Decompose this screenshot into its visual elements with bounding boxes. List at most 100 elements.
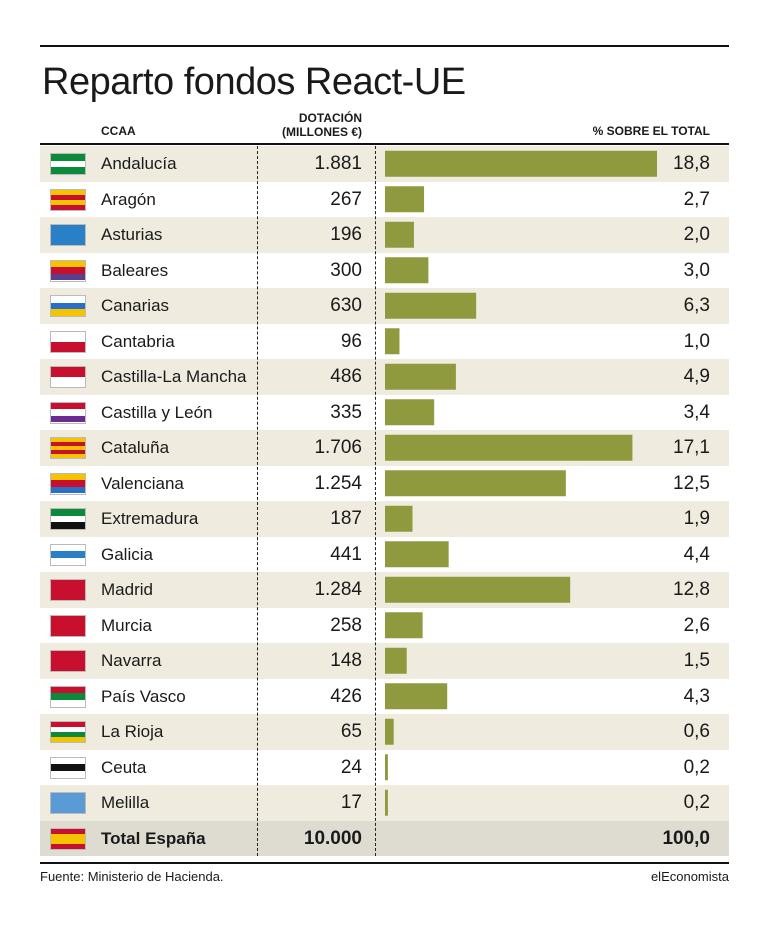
pct-label: 3,0	[683, 259, 710, 281]
header-dotacion-line1: DOTACIÓN	[298, 111, 362, 125]
header-pct: % SOBRE EL TOTAL	[592, 124, 710, 138]
flag-icon	[50, 543, 86, 566]
flag-icon	[50, 224, 86, 246]
table-row: Castilla y León 335 3,4	[40, 395, 729, 431]
pct-label: 4,9	[683, 366, 710, 387]
region-name: Andalucía	[101, 154, 177, 173]
flag-icon	[50, 614, 86, 637]
table-row: Cataluña 1.706 17,1	[40, 430, 729, 466]
dotacion-value: 258	[330, 614, 362, 636]
dotacion-value: 1.284	[314, 579, 362, 600]
total-row: Total España 10.000 100,0	[40, 820, 729, 856]
region-name: Cantabria	[101, 331, 175, 351]
table-row: Valenciana 1.254 12,5	[40, 466, 729, 502]
dotacion-value: 65	[340, 721, 362, 742]
table-row: Navarra 148 1,5	[40, 643, 729, 679]
pct-label: 4,4	[683, 543, 710, 565]
flag-icon	[50, 721, 86, 743]
dotacion-value: 1.881	[314, 153, 362, 174]
pct-label: 2,0	[683, 224, 710, 245]
flag-icon	[50, 295, 86, 317]
table-row: Melilla 17 0,2	[40, 785, 729, 821]
region-name: Total España	[101, 828, 206, 848]
table-row: Ceuta 24 0,2	[40, 750, 729, 786]
region-name: País Vasco	[101, 686, 186, 706]
table-row: Murcia 258 2,6	[40, 608, 729, 644]
region-name: Murcia	[101, 615, 153, 635]
flag-icon	[50, 259, 86, 282]
dotacion-value: 300	[330, 259, 362, 281]
region-name: Castilla-La Mancha	[101, 367, 247, 386]
region-name: Castilla y León	[101, 402, 213, 422]
flag-icon	[50, 472, 86, 495]
flag-icon	[50, 437, 86, 459]
region-name: Aragón	[101, 189, 156, 209]
table-row: Castilla-La Mancha 486 4,9	[40, 359, 729, 395]
dotacion-value: 1.254	[314, 472, 362, 494]
region-name: Valenciana	[101, 473, 184, 493]
flag-icon	[50, 153, 86, 175]
flag-icon	[50, 579, 86, 601]
dotacion-value: 187	[330, 508, 362, 529]
top-rule	[40, 45, 729, 47]
pct-label: 12,8	[673, 579, 710, 600]
header-dotacion-line2: (MILLONES €)	[282, 125, 362, 139]
header-ccaa: CCAA	[101, 124, 136, 138]
table-row: Madrid 1.284 12,8	[40, 572, 729, 608]
flag-icon	[50, 756, 86, 779]
dotacion-value: 96	[340, 330, 362, 352]
dotacion-value: 17	[340, 792, 362, 813]
dotacion-value: 267	[330, 188, 362, 210]
table-row: Aragón 267 2,7	[40, 182, 729, 218]
pct-label: 3,4	[683, 401, 710, 423]
dotacion-value: 196	[330, 224, 362, 245]
dotacion-value: 426	[330, 685, 362, 707]
source-note: Fuente: Ministerio de Hacienda.	[40, 869, 224, 884]
table-row: Baleares 300 3,0	[40, 253, 729, 289]
region-name: Navarra	[101, 651, 162, 670]
pct-label: 2,7	[683, 188, 710, 210]
dotacion-value: 1.706	[314, 437, 362, 458]
dotacion-value: 10.000	[303, 827, 362, 849]
dotacion-value: 441	[330, 543, 362, 565]
dotted-divider-2	[375, 146, 376, 856]
pct-label: 0,2	[683, 756, 710, 778]
region-name: Cataluña	[101, 438, 170, 457]
region-name: Asturias	[101, 225, 163, 244]
bottom-rule	[40, 862, 729, 864]
pct-label: 100,0	[662, 827, 710, 849]
brand-label: elEconomista	[650, 869, 729, 884]
flag-icon	[50, 650, 86, 672]
table-row: Canarias 630 6,3	[40, 288, 729, 324]
pct-label: 17,1	[673, 437, 710, 458]
region-name: Melilla	[101, 793, 150, 812]
flag-icon	[50, 685, 86, 708]
table-row: Andalucía 1.881 18,8	[40, 146, 729, 182]
region-name: Extremadura	[101, 509, 199, 528]
flag-icon	[50, 827, 86, 850]
dotacion-value: 335	[330, 401, 362, 423]
pct-label: 6,3	[683, 295, 710, 316]
dotacion-value: 630	[330, 295, 362, 316]
pct-label: 2,6	[683, 614, 710, 636]
pct-label: 1,5	[683, 650, 710, 671]
table-row: Cantabria 96 1,0	[40, 324, 729, 360]
pct-label: 4,3	[683, 685, 710, 707]
region-name: La Rioja	[101, 722, 164, 741]
flag-icon	[50, 508, 86, 530]
pct-label: 1,9	[683, 508, 710, 529]
table-row: País Vasco 426 4,3	[40, 679, 729, 715]
flag-icon	[50, 366, 86, 388]
table-body: Andalucía 1.881 18,8 Aragón 267 2,7 Asturias 19…	[40, 146, 729, 856]
region-name: Ceuta	[101, 757, 147, 777]
flag-icon	[50, 401, 86, 424]
table-row: La Rioja 65 0,6	[40, 714, 729, 750]
pct-label: 0,2	[683, 792, 710, 813]
header-rule	[40, 143, 729, 145]
region-name: Galicia	[101, 544, 153, 564]
table-row: Asturias 196 2,0	[40, 217, 729, 253]
table-row: Galicia 441 4,4	[40, 537, 729, 573]
pct-label: 18,8	[673, 153, 710, 174]
table-row: Extremadura 187 1,9	[40, 501, 729, 537]
header-dotacion: DOTACIÓN (MILLONES €)	[258, 111, 362, 139]
